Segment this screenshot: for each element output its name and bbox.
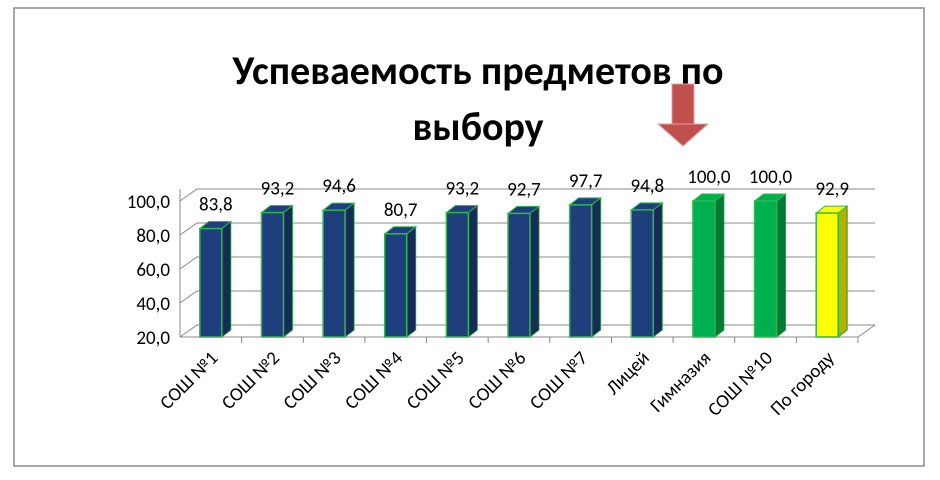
y-tick-label: 20,0 — [136, 327, 170, 350]
bar-side-shade — [283, 205, 293, 337]
bar — [260, 211, 285, 338]
bar-side-shade — [345, 203, 355, 337]
bar-side-shade — [838, 206, 848, 337]
bar — [199, 227, 223, 338]
bar-side-shade — [530, 206, 539, 337]
bar — [445, 211, 470, 338]
value-label: 100,0 — [749, 166, 793, 189]
bar — [692, 200, 716, 338]
value-label: 83,8 — [199, 194, 233, 217]
bar — [815, 212, 839, 338]
bar-side-shade — [776, 194, 786, 337]
chart-title: Успеваемость предметов по выбору — [231, 46, 723, 151]
value-label: 80,7 — [384, 199, 418, 222]
bar-side-shade — [468, 205, 478, 337]
arrow — [656, 83, 710, 147]
value-label: 93,2 — [446, 178, 480, 201]
bar — [753, 200, 778, 338]
bar-side-shade — [653, 202, 663, 337]
value-label: 92,9 — [815, 178, 849, 201]
y-tick-label: 80,0 — [136, 225, 170, 248]
bar — [568, 204, 593, 338]
value-label: 97,7 — [569, 170, 603, 193]
bar-side-shade — [406, 226, 416, 337]
y-tick-label: 60,0 — [136, 259, 170, 282]
grid-line — [179, 188, 875, 202]
bar-side-shade — [591, 197, 601, 337]
value-label: 94,8 — [630, 175, 664, 198]
value-label: 94,6 — [322, 175, 356, 198]
bar — [630, 209, 655, 338]
bar — [383, 233, 408, 338]
bar-side-shade — [221, 221, 231, 337]
y-tick-label: 40,0 — [136, 293, 170, 316]
y-tick-label: 100,0 — [127, 191, 171, 214]
bar — [507, 212, 531, 338]
value-label: 92,7 — [507, 178, 541, 201]
value-label: 100,0 — [687, 166, 731, 189]
value-label: 93,2 — [261, 178, 295, 201]
bar-side-shade — [714, 194, 724, 337]
bar — [322, 209, 346, 338]
